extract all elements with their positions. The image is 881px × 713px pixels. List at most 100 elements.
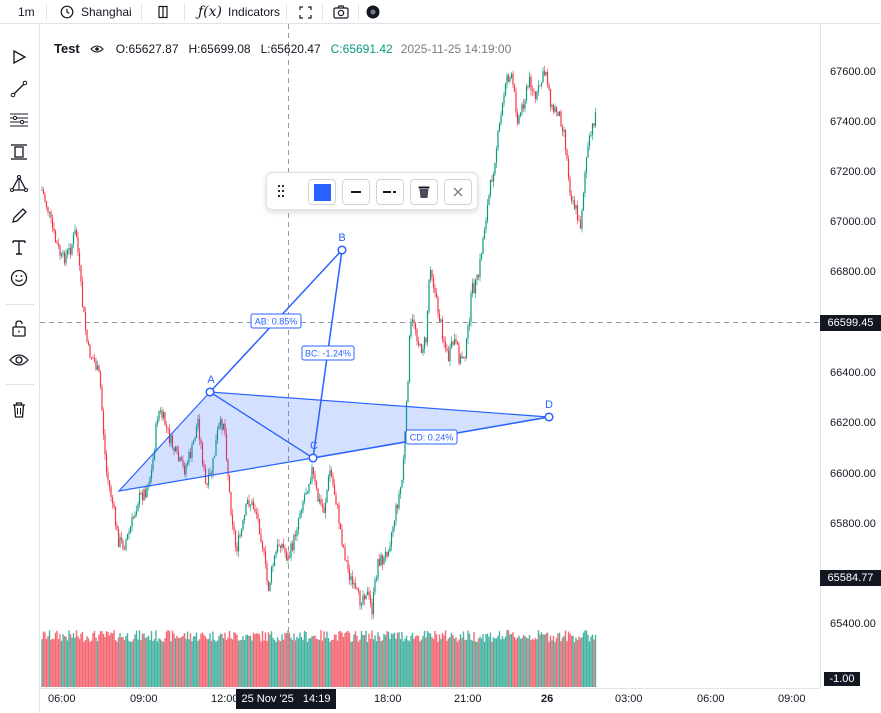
volume-bar bbox=[344, 632, 346, 687]
volume-bar bbox=[497, 635, 499, 687]
volume-bar bbox=[203, 634, 205, 687]
candle-body bbox=[461, 355, 463, 359]
candle-body bbox=[506, 75, 508, 84]
drag-handle-icon[interactable] bbox=[277, 184, 285, 203]
volume-bar bbox=[483, 641, 486, 687]
candle-body bbox=[194, 438, 196, 442]
candle-body bbox=[285, 552, 288, 561]
price-tick: 66800.00 bbox=[830, 266, 876, 278]
volume-bar bbox=[54, 632, 57, 687]
pattern-tool[interactable] bbox=[7, 172, 31, 196]
pattern-icon bbox=[10, 175, 28, 192]
candle-body bbox=[210, 473, 213, 475]
candle-body bbox=[584, 172, 586, 194]
volume-bar bbox=[282, 639, 285, 687]
fib-tool[interactable] bbox=[7, 108, 31, 132]
candle-body bbox=[347, 560, 349, 570]
text-icon bbox=[12, 240, 26, 255]
symbol-name[interactable]: Test bbox=[54, 41, 80, 56]
channel-tool[interactable] bbox=[7, 140, 31, 164]
volume-bar bbox=[390, 633, 393, 687]
volume-bar bbox=[318, 639, 321, 687]
volume-bar bbox=[416, 635, 418, 687]
candle-body bbox=[431, 269, 433, 278]
volume-bar bbox=[339, 630, 342, 687]
drawing-tools-sidebar bbox=[0, 24, 40, 713]
lock-drawings-tool[interactable] bbox=[7, 316, 31, 340]
line-style-button[interactable] bbox=[376, 179, 404, 205]
volume-bar bbox=[468, 633, 471, 687]
divider bbox=[184, 4, 185, 20]
candle-body bbox=[441, 319, 444, 340]
volume-bar bbox=[269, 634, 271, 687]
volume-bar bbox=[434, 630, 436, 687]
price-tick: 65800.00 bbox=[830, 518, 876, 530]
indicators-button[interactable]: ƒ(x) Indicators bbox=[198, 0, 280, 24]
candle-body bbox=[540, 82, 543, 86]
candle-body bbox=[522, 104, 525, 109]
line-width-button[interactable] bbox=[342, 179, 370, 205]
candle-body bbox=[263, 548, 265, 552]
candle-body bbox=[443, 339, 445, 343]
volume-bar bbox=[302, 639, 304, 687]
volume-bar bbox=[135, 630, 138, 687]
delete-drawing-button[interactable] bbox=[410, 179, 438, 205]
candle-body bbox=[311, 467, 313, 482]
candle-body bbox=[290, 543, 292, 558]
volume-bar bbox=[105, 631, 108, 687]
close-toolbar-button[interactable] bbox=[444, 179, 472, 205]
candle-body bbox=[152, 459, 154, 470]
candle-body bbox=[390, 532, 393, 546]
volume-bar bbox=[486, 633, 489, 687]
candle-body bbox=[165, 425, 168, 428]
interval-button[interactable]: 1m bbox=[18, 0, 35, 24]
candle-body bbox=[333, 484, 336, 495]
text-tool[interactable] bbox=[7, 235, 31, 259]
line-color-button[interactable] bbox=[308, 179, 336, 205]
volume-bar bbox=[581, 637, 583, 687]
hide-drawings-tool[interactable] bbox=[7, 348, 31, 372]
divider bbox=[358, 4, 359, 20]
brush-tool[interactable] bbox=[7, 204, 31, 228]
candle-body bbox=[105, 454, 108, 473]
candle-body bbox=[395, 504, 397, 521]
timezone-button[interactable]: Shanghai bbox=[60, 0, 132, 24]
bc-ratio-box bbox=[301, 345, 355, 361]
pattern-handle-a bbox=[205, 387, 215, 397]
candle-body bbox=[230, 491, 232, 515]
candle-body bbox=[462, 357, 465, 359]
volume-bar bbox=[306, 641, 309, 687]
candle-body bbox=[183, 465, 186, 475]
point-label-b: B bbox=[338, 232, 345, 244]
candle-body bbox=[279, 545, 282, 548]
cursor-tool[interactable] bbox=[7, 45, 31, 69]
candle-body bbox=[77, 237, 79, 253]
candle-body bbox=[72, 234, 75, 245]
candle-body bbox=[432, 277, 435, 288]
candle-body bbox=[227, 459, 229, 476]
volume-bar bbox=[341, 632, 343, 687]
snapshot-button[interactable] bbox=[333, 0, 349, 24]
candle-body bbox=[297, 518, 300, 530]
volume-bar bbox=[237, 640, 240, 687]
remove-drawings-tool[interactable] bbox=[7, 398, 31, 422]
line-style-icon bbox=[383, 191, 396, 193]
theme-button[interactable] bbox=[366, 0, 380, 24]
volume-bar bbox=[185, 638, 187, 687]
trendline-tool[interactable] bbox=[7, 77, 31, 101]
volume-bar bbox=[399, 639, 402, 687]
compare-button[interactable] bbox=[156, 0, 170, 24]
fullscreen-button[interactable] bbox=[299, 0, 312, 24]
volume-bar bbox=[62, 634, 64, 687]
candle-body bbox=[510, 73, 513, 79]
candle-body bbox=[437, 296, 439, 314]
emoji-tool[interactable] bbox=[7, 266, 31, 290]
eye-icon[interactable] bbox=[89, 44, 104, 54]
candle-body bbox=[380, 555, 382, 566]
candle-body bbox=[516, 112, 519, 124]
candle-body bbox=[348, 569, 351, 580]
candle-body bbox=[302, 501, 304, 511]
volume-bar bbox=[200, 633, 202, 687]
candle-body bbox=[281, 543, 283, 548]
